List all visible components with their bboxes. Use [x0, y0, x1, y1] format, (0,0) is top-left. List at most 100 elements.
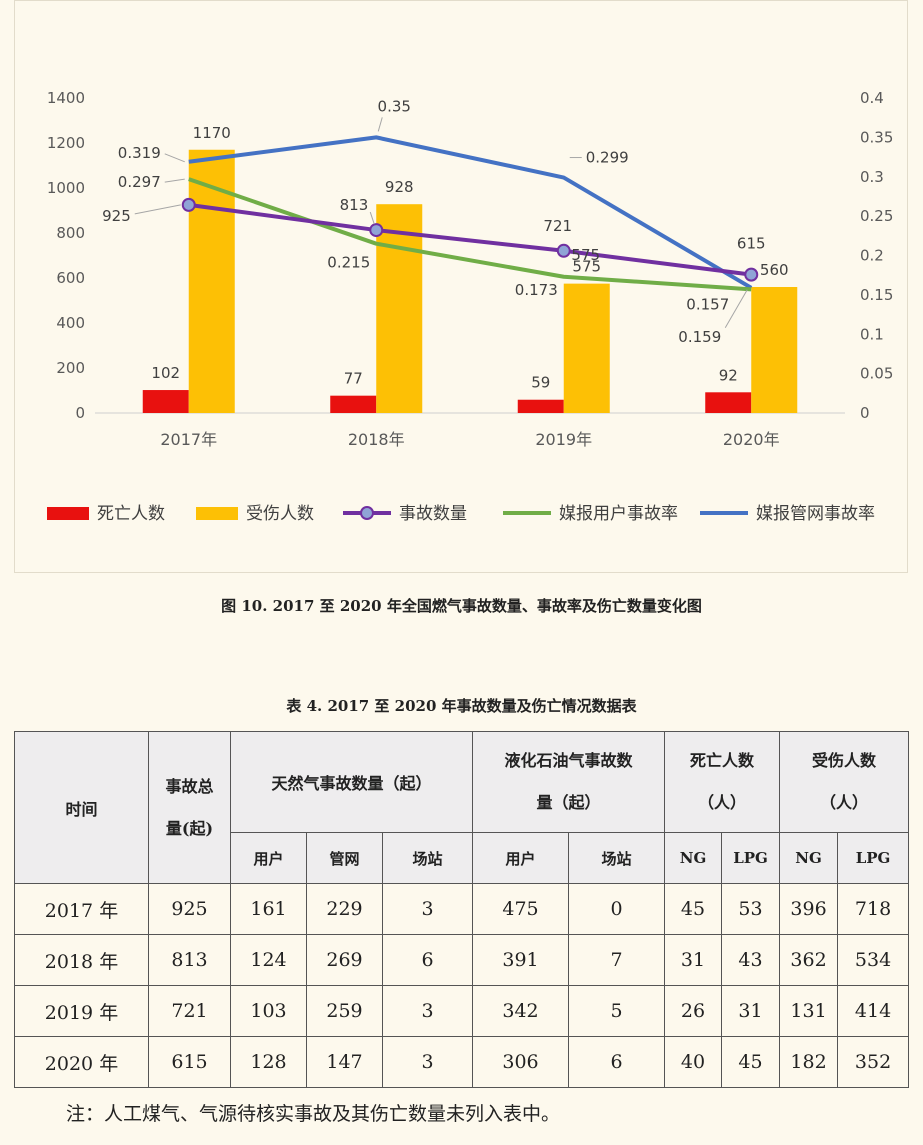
legend-swatch-marker [360, 506, 374, 520]
cell-death-ng: 45 [664, 883, 723, 935]
bar-data-label-overlay: 575 [571, 246, 600, 264]
cell-year: 2019 年 [14, 985, 149, 1037]
accident-count-marker [556, 243, 571, 258]
data-table: 时间 事故总 量(起) 天然气事故数量（起） 液化石油气事故数 量（起） 死亡人… [14, 731, 910, 1088]
y-right-tick-label: 0 [860, 404, 870, 422]
bar-data-label: 560 [760, 261, 789, 279]
accident-count-label: 813 [340, 196, 369, 214]
table-row: 2017 年 925 161 229 3 475 0 45 53 396 718 [14, 883, 910, 935]
y-left-tick-label: 800 [56, 224, 85, 242]
cell-lpg-station: 0 [567, 883, 666, 935]
user-rate-label: 0.297 [118, 173, 161, 191]
table-row: 2018 年 813 124 269 6 391 7 31 43 362 534 [14, 934, 910, 986]
user-rate-line [188, 177, 752, 292]
bar-data-label: 575 [572, 258, 601, 276]
cell-lpg-user: 342 [472, 985, 569, 1037]
accident-count-label: 721 [543, 217, 572, 235]
bar-data-label: 77 [344, 370, 363, 388]
cell-ng-station: 6 [382, 934, 473, 986]
cell-death-lpg: 31 [721, 985, 781, 1037]
bar-data-label: 92 [719, 366, 738, 384]
cell-ng-user: 161 [230, 883, 307, 935]
cell-lpg-user: 391 [472, 934, 569, 986]
leader-line [164, 178, 185, 183]
table-header-row: 时间 事故总 量(起) 天然气事故数量（起） 液化石油气事故数 量（起） 死亡人… [14, 731, 910, 884]
cell-death-ng: 26 [664, 985, 723, 1037]
cell-lpg-station: 7 [567, 934, 666, 986]
header-total: 事故总 量(起) [148, 731, 231, 884]
leader-line [369, 211, 375, 225]
cell-ng-station: 3 [382, 883, 473, 935]
cell-year: 2018 年 [14, 934, 149, 986]
cell-ng-pipe: 229 [306, 883, 383, 935]
table-row: 2019 年 721 103 259 3 342 5 26 31 131 414 [14, 985, 910, 1037]
accident-count-label: 615 [737, 235, 766, 253]
y-right-tick-label: 0.15 [860, 286, 893, 304]
cell-year: 2017 年 [14, 883, 149, 935]
x-tick-label: 2018年 [348, 430, 405, 449]
subheader-ng-user: 用户 [230, 832, 307, 884]
subheader-ng-pipe: 管网 [306, 832, 383, 884]
pipe-rate-label: 0.299 [586, 149, 629, 167]
cell-total: 925 [148, 883, 231, 935]
cell-ng-user: 103 [230, 985, 307, 1037]
cell-ng-user: 124 [230, 934, 307, 986]
y-right-tick-label: 0.35 [860, 128, 893, 146]
cell-total: 813 [148, 934, 231, 986]
accident-count-label: 925 [102, 207, 131, 225]
cell-ng-station: 3 [382, 1036, 473, 1088]
y-right-tick-label: 0.1 [860, 325, 884, 343]
y-left-tick-label: 1000 [47, 179, 85, 197]
y-left-tick-label: 0 [75, 404, 85, 422]
y-left-tick-label: 1400 [47, 89, 85, 107]
bar-data-label: 59 [531, 374, 550, 392]
bar-data-label: 102 [151, 364, 180, 382]
subheader-lpg-user: 用户 [472, 832, 569, 884]
pipe-rate-label: 0.159 [678, 328, 721, 346]
y-left-tick-label: 400 [56, 314, 85, 332]
accident-count-marker [744, 267, 759, 282]
cell-inj-ng: 182 [779, 1036, 839, 1088]
y-right-tick-label: 0.2 [860, 247, 884, 265]
table-note: 注：人工煤气、气源待核实事故及其伤亡数量未列入表中。 [66, 1103, 561, 1125]
legend-label: 受伤人数 [246, 504, 314, 524]
y-right-tick-label: 0.3 [860, 168, 884, 186]
bar-deaths [330, 395, 377, 413]
legend-label: 死亡人数 [97, 504, 165, 524]
table-caption: 表 4. 2017 至 2020 年事故数量及伤亡情况数据表 [286, 697, 637, 715]
subheader-lpg-station: 场站 [567, 832, 666, 884]
cell-year: 2020 年 [14, 1036, 149, 1088]
cell-total: 615 [148, 1036, 231, 1088]
bar-deaths [142, 390, 189, 413]
cell-death-ng: 40 [664, 1036, 723, 1088]
y-left-tick-label: 600 [56, 269, 85, 287]
cell-ng-user: 128 [230, 1036, 307, 1088]
y-right-tick-label: 0.05 [860, 365, 893, 383]
leader-line [164, 153, 185, 163]
bar-injured [751, 287, 798, 413]
subheader-inj-ng: NG [779, 832, 839, 884]
leader-line [724, 289, 748, 329]
header-injured-line2: （人） [820, 793, 869, 812]
cell-death-ng: 31 [664, 934, 723, 986]
leader-line [377, 117, 383, 132]
bar-injured [188, 149, 235, 413]
bar-deaths [705, 392, 752, 413]
chart-frame: 0 200 400 600 800 1000 1200 1400 0 0.05 0.1 0.15 0.2… [14, 0, 908, 573]
x-tick-label: 2019年 [535, 430, 592, 449]
user-rate-label: 0.215 [327, 254, 370, 272]
cell-lpg-user: 475 [472, 883, 569, 935]
leader-line [134, 204, 181, 215]
pipe-rate-label: 0.35 [378, 97, 411, 115]
legend-label: 媒报用户事故率 [559, 504, 678, 524]
subheader-ng-station: 场站 [382, 832, 473, 884]
table-row: 2020 年 615 128 147 3 306 6 40 45 182 352 [14, 1036, 910, 1088]
cell-inj-ng: 131 [779, 985, 839, 1037]
header-deaths-line2: （人） [698, 793, 747, 812]
header-lpg-line1: 液化石油气事故数 [504, 751, 633, 770]
accident-count-line [188, 202, 752, 277]
subheader-death-ng: NG [664, 832, 723, 884]
y-left-tick-label: 200 [56, 359, 85, 377]
user-rate-label: 0.157 [686, 295, 729, 313]
header-injured: 受伤人数 （人） [779, 731, 910, 833]
